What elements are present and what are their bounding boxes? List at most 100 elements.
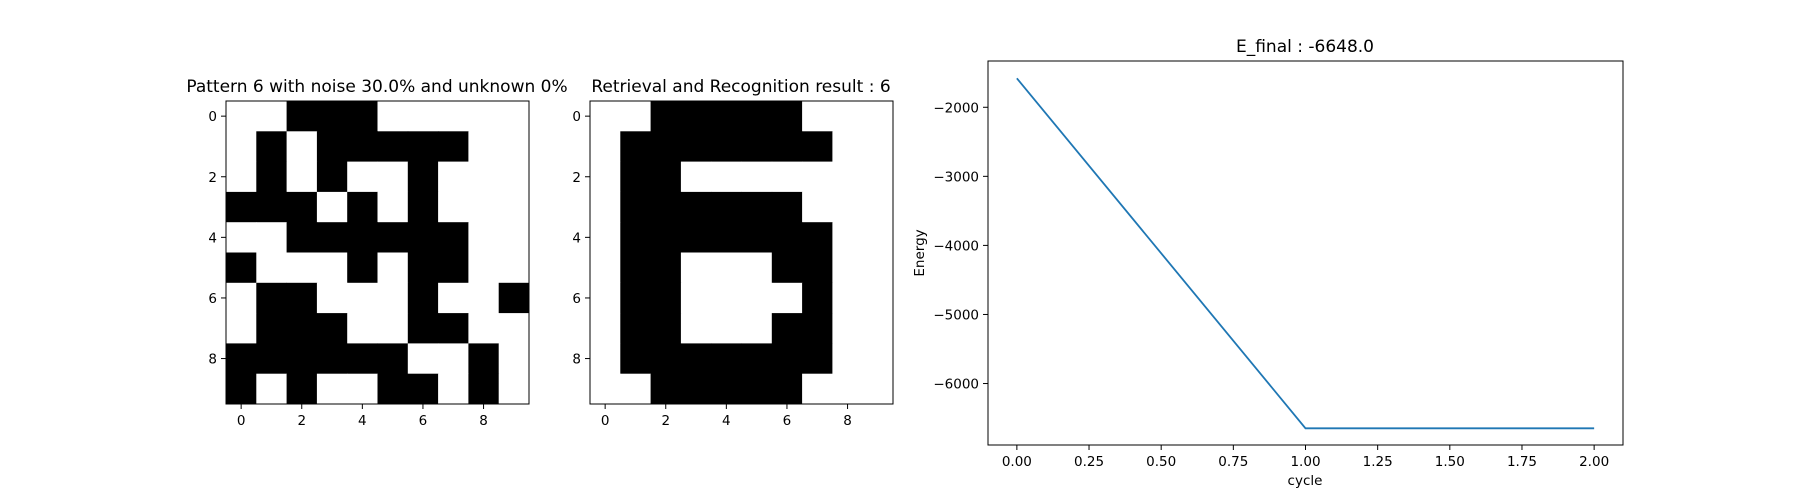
retrieval-cell: [832, 222, 864, 253]
noisy-cell: [347, 282, 378, 314]
noisy-cell: [407, 161, 439, 193]
retrieval-cell: [620, 131, 651, 162]
retrieval-cell: [771, 222, 803, 253]
energy-y-tick-label: −2000: [933, 100, 979, 116]
noisy-cell: [286, 343, 318, 375]
noisy-cell: [347, 343, 378, 375]
retrieval-cell: [590, 161, 621, 193]
retrieval-cell: [650, 191, 682, 223]
noisy-cell: [438, 101, 469, 132]
retrieval-cell: [680, 131, 712, 162]
retrieval-y-tick-label: 4: [572, 230, 581, 246]
retrieval-cell: [650, 101, 682, 132]
retrieval-x-tick-label: 2: [661, 413, 670, 429]
retrieval-cell: [802, 343, 833, 375]
retrieval-cell: [741, 343, 773, 375]
retrieval-cell: [711, 191, 742, 223]
noisy-cell: [286, 282, 318, 314]
noisy-x-tick-label: 8: [479, 413, 488, 429]
retrieval-cell: [590, 191, 621, 223]
noisy-cell: [256, 101, 287, 132]
noisy-cell: [316, 343, 348, 375]
noisy-cell: [226, 343, 257, 375]
noisy-cell: [438, 343, 469, 375]
noisy-cell: [468, 252, 500, 284]
noisy-cell: [407, 282, 439, 314]
retrieval-cell: [620, 101, 651, 132]
retrieval-cell: [741, 101, 773, 132]
retrieval-cell: [802, 131, 833, 162]
retrieval-y-tick-label: 0: [572, 109, 581, 125]
retrieval-cell: [650, 252, 682, 284]
noisy-cell: [286, 252, 318, 284]
noisy-y-tick-label: 8: [208, 352, 217, 368]
retrieval-cell: [832, 252, 864, 284]
noisy-cell: [286, 222, 318, 253]
energy-x-tick-label: 2.00: [1579, 454, 1609, 470]
retrieval-cell: [590, 222, 621, 253]
retrieval-cell: [711, 222, 742, 253]
noisy-cell: [407, 222, 439, 253]
noisy-cell: [377, 343, 409, 375]
noisy-cell: [347, 222, 378, 253]
retrieval-cell: [802, 101, 833, 132]
energy-plot-title: E_final : -6648.0: [1236, 37, 1374, 57]
retrieval-cell: [711, 101, 742, 132]
retrieval-cell: [862, 161, 894, 193]
noisy-cell: [377, 252, 409, 284]
retrieval-cell: [741, 373, 773, 405]
retrieval-cell: [802, 373, 833, 405]
noisy-cell: [498, 191, 530, 223]
retrieval-cell: [741, 191, 773, 223]
retrieval-cell: [711, 373, 742, 405]
noisy-cell: [256, 343, 287, 375]
retrieval-cell: [802, 222, 833, 253]
retrieval-cell: [711, 161, 742, 193]
noisy-cell: [226, 191, 257, 223]
noisy-cell: [377, 191, 409, 223]
noisy-cell: [256, 282, 287, 314]
retrieval-cell: [741, 222, 773, 253]
retrieval-cell: [650, 343, 682, 375]
retrieval-cell: [771, 343, 803, 375]
energy-x-tick-label: 0.75: [1218, 454, 1248, 470]
noisy-cell: [498, 343, 530, 375]
retrieval-result-title: Retrieval and Recognition result : 6: [591, 77, 890, 97]
noisy-cell: [347, 101, 378, 132]
noisy-cell: [347, 313, 378, 344]
noisy-cell: [468, 101, 500, 132]
noisy-cell: [438, 131, 469, 162]
energy-y-tick-label: −5000: [933, 307, 979, 323]
retrieval-cell: [771, 191, 803, 223]
noisy-cell: [498, 131, 530, 162]
energy-y-tick-label: −3000: [933, 169, 979, 185]
noisy-cell: [226, 222, 257, 253]
noisy-cell: [438, 313, 469, 344]
noisy-cell: [407, 252, 439, 284]
retrieval-cell: [590, 101, 621, 132]
noisy-cell: [256, 252, 287, 284]
noisy-cell: [256, 161, 287, 193]
energy-x-tick-label: 1.25: [1363, 454, 1393, 470]
retrieval-cell: [650, 313, 682, 344]
retrieval-x-tick-label: 8: [843, 413, 852, 429]
energy-y-tick-label: −6000: [933, 377, 979, 393]
retrieval-cell: [620, 373, 651, 405]
noisy-cell: [226, 313, 257, 344]
noisy-cell: [498, 313, 530, 344]
energy-x-tick-label: 0.25: [1074, 454, 1104, 470]
retrieval-cell: [802, 161, 833, 193]
noisy-y-tick-label: 4: [208, 230, 217, 246]
noisy-cell: [407, 101, 439, 132]
noisy-cell: [498, 282, 530, 314]
retrieval-cell: [680, 161, 712, 193]
retrieval-cell: [590, 343, 621, 375]
noisy-cell: [468, 131, 500, 162]
energy-plot-frame: [987, 60, 1624, 446]
noisy-cell: [498, 222, 530, 253]
noisy-cell: [468, 313, 500, 344]
noisy-cell: [377, 222, 409, 253]
retrieval-cell: [590, 373, 621, 405]
noisy-cell: [377, 101, 409, 132]
retrieval-cell: [741, 313, 773, 344]
